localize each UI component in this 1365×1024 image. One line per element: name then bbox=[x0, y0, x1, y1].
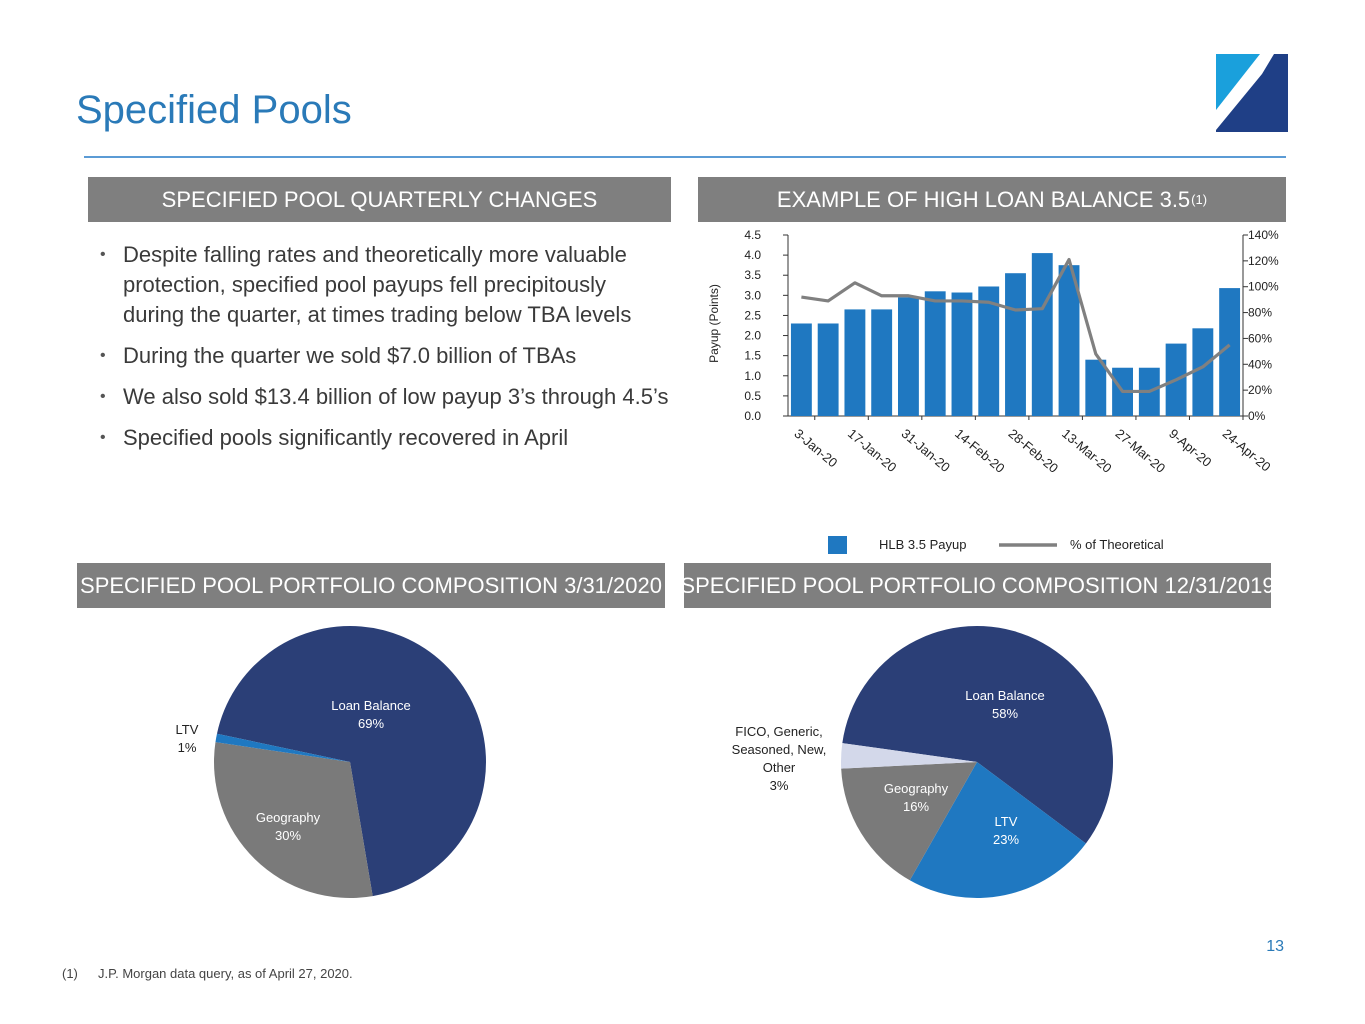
pie-slice bbox=[909, 762, 1086, 898]
bullet-list: Despite falling rates and theoretically … bbox=[100, 240, 670, 464]
composition-2020-pie: Loan Balance 69% Geography 30% LTV 1% bbox=[176, 626, 486, 898]
x-tick-label: 13-Mar-20 bbox=[1059, 426, 1115, 476]
y-tick-label: 0.0 bbox=[744, 409, 761, 423]
bar bbox=[1031, 253, 1053, 416]
x-tick-label: 28-Feb-20 bbox=[1006, 426, 1062, 476]
y2-tick-label: 60% bbox=[1248, 331, 1272, 345]
y-tick-label: 3.0 bbox=[744, 288, 761, 302]
y-tick-label: 0.5 bbox=[744, 389, 761, 403]
x-tick-label: 27-Mar-20 bbox=[1113, 426, 1169, 476]
footnote-reference: (1) bbox=[1191, 192, 1208, 207]
bar bbox=[1192, 328, 1214, 416]
x-tick-label: 3-Jan-20 bbox=[791, 426, 840, 470]
pie-label: 30% bbox=[275, 828, 301, 843]
y2-tick-label: 140% bbox=[1248, 228, 1279, 242]
pie-slice bbox=[841, 762, 977, 881]
x-tick-label: 24-Apr-20 bbox=[1220, 426, 1274, 475]
bar bbox=[898, 297, 919, 416]
title-divider bbox=[84, 156, 1286, 158]
y-axis-title: Payup (Points) bbox=[707, 284, 721, 363]
bar bbox=[1085, 359, 1107, 416]
y2-tick-label: 0% bbox=[1248, 409, 1266, 423]
line-series bbox=[801, 257, 1231, 394]
y2-tick-label: 20% bbox=[1248, 383, 1272, 397]
company-logo bbox=[1216, 54, 1288, 132]
x-tick-label: 14-Feb-20 bbox=[952, 426, 1008, 476]
bar bbox=[924, 291, 946, 416]
pie-label: Geography bbox=[256, 810, 321, 825]
composition-2019-header: SPECIFIED POOL PORTFOLIO COMPOSITION 12/… bbox=[680, 563, 1275, 608]
bullet-item: Despite falling rates and theoretically … bbox=[100, 240, 670, 330]
y2-tick-label: 40% bbox=[1248, 357, 1272, 371]
footnote-marker: (1) bbox=[62, 966, 78, 981]
pie-slice bbox=[842, 626, 1113, 844]
high-loan-balance-chart: 0.0 0.5 1.0 1.5 2.0 2.5 3.0 3.5 4.0 4.5 0% 20% 40% 60… bbox=[707, 228, 1279, 554]
composition-2019-pie: Loan Balance 58% LTV 23% Geography 16% FICO, G… bbox=[732, 626, 1113, 898]
pie-label: 3% bbox=[770, 778, 789, 793]
bullet-item: Specified pools significantly recovered … bbox=[100, 423, 670, 453]
y-tick-label: 2.5 bbox=[744, 308, 761, 322]
pie-label: Other bbox=[763, 760, 796, 775]
pie-label: LTV bbox=[995, 814, 1018, 829]
bar bbox=[790, 323, 812, 416]
bar bbox=[817, 323, 839, 416]
y2-tick-label: 120% bbox=[1248, 254, 1279, 268]
composition-2019-header-text: SPECIFIED POOL PORTFOLIO COMPOSITION 12/… bbox=[680, 572, 1275, 598]
pie-label: 23% bbox=[993, 832, 1019, 847]
footnote: (1) J.P. Morgan data query, as of April 2… bbox=[62, 966, 353, 981]
legend-bar-label: HLB 3.5 Payup bbox=[879, 537, 966, 552]
legend-line-label: % of Theoretical bbox=[1070, 537, 1164, 552]
quarterly-changes-header-text: SPECIFIED POOL QUARTERLY CHANGES bbox=[161, 186, 598, 212]
bar bbox=[978, 286, 1000, 416]
pie-label: Seasoned, New, bbox=[732, 742, 827, 757]
y-tick-label: 3.5 bbox=[744, 268, 761, 282]
x-tick-label: 17-Jan-20 bbox=[845, 426, 899, 475]
bar bbox=[951, 292, 973, 416]
bar bbox=[844, 309, 866, 416]
page-title: Specified Pools bbox=[76, 88, 352, 132]
pie-label: 16% bbox=[903, 799, 929, 814]
pie-label: LTV bbox=[176, 722, 199, 737]
quarterly-changes-header: SPECIFIED POOL QUARTERLY CHANGES bbox=[88, 177, 671, 222]
pie-label: 58% bbox=[992, 706, 1018, 721]
y-tick-label: 4.5 bbox=[744, 228, 761, 242]
y-tick-label: 2.0 bbox=[744, 329, 761, 343]
bar bbox=[1058, 265, 1080, 416]
bullet-item: During the quarter we sold $7.0 billion … bbox=[100, 341, 670, 371]
footnote-text: J.P. Morgan data query, as of April 27, … bbox=[98, 966, 353, 981]
bar-series bbox=[790, 253, 1241, 416]
pie-label: FICO, Generic, bbox=[735, 724, 822, 739]
pie-slice bbox=[215, 733, 350, 762]
composition-2020-header-text: SPECIFIED POOL PORTFOLIO COMPOSITION 3/3… bbox=[80, 572, 662, 598]
high-loan-balance-header: EXAMPLE OF HIGH LOAN BALANCE 3.5 (1) bbox=[698, 177, 1286, 222]
pie-slice bbox=[841, 743, 977, 769]
pie-label: 69% bbox=[358, 716, 384, 731]
x-tick-label: 9-Apr-20 bbox=[1166, 426, 1214, 470]
bar bbox=[1005, 273, 1026, 416]
y2-tick-label: 100% bbox=[1248, 280, 1279, 294]
pie-slice bbox=[216, 626, 486, 897]
pie-label: 1% bbox=[178, 740, 197, 755]
y-tick-label: 1.0 bbox=[744, 369, 761, 383]
pie-label: Loan Balance bbox=[965, 688, 1045, 703]
legend-bar-swatch bbox=[828, 536, 847, 554]
page-number: 13 bbox=[1266, 938, 1284, 955]
x-tick-label: 31-Jan-20 bbox=[899, 426, 953, 475]
pie-slice bbox=[214, 742, 373, 898]
chart-legend: HLB 3.5 Payup % of Theoretical bbox=[828, 536, 1164, 554]
bar bbox=[871, 309, 893, 416]
bullet-item: We also sold $13.4 billion of low payup … bbox=[100, 382, 670, 412]
high-loan-balance-header-text: EXAMPLE OF HIGH LOAN BALANCE 3.5 bbox=[776, 186, 1191, 212]
pie-label: Geography bbox=[884, 781, 949, 796]
composition-2020-header: SPECIFIED POOL PORTFOLIO COMPOSITION 3/3… bbox=[77, 563, 665, 608]
y2-tick-label: 80% bbox=[1248, 306, 1272, 320]
theoretical-line bbox=[801, 257, 1231, 394]
bar bbox=[1219, 288, 1241, 416]
pie-label: Loan Balance bbox=[331, 698, 411, 713]
y-tick-label: 1.5 bbox=[744, 349, 761, 363]
y-tick-label: 4.0 bbox=[744, 248, 761, 262]
